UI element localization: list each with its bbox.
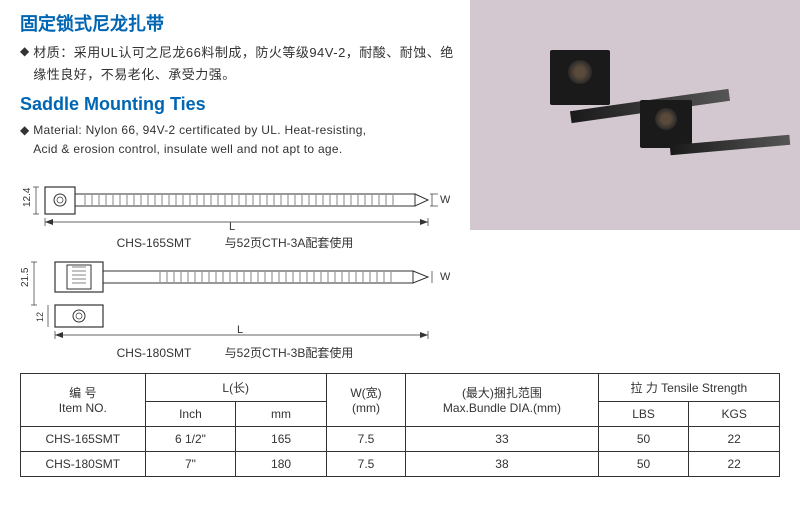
material-label-en: Material:	[33, 123, 85, 137]
th-tensile: 拉 力 Tensile Strength	[598, 373, 779, 401]
th-width: W(宽) (mm)	[326, 373, 405, 426]
dim-height-2b: 12	[35, 312, 45, 322]
model-label-2: CHS-180SMT	[117, 346, 192, 360]
dim-l-2: L	[237, 324, 243, 336]
th-inch: Inch	[145, 401, 236, 426]
bullet-diamond: ◆	[20, 123, 29, 137]
dim-w-2: W	[440, 271, 450, 283]
th-itemno: 编 号 Item NO.	[21, 373, 146, 426]
th-kgs: KGS	[689, 401, 780, 426]
model-note-1: 与52页CTH-3A配套使用	[225, 236, 354, 250]
dim-w-1: W	[440, 194, 450, 206]
th-maxdia: (最大)捆扎范围 Max.Bundle DIA.(mm)	[406, 373, 599, 426]
product-photo	[470, 0, 800, 230]
table-row: CHS-165SMT 6 1/2" 165 7.5 33 50 22	[21, 426, 780, 451]
material-label-cn: 材质：	[33, 45, 74, 60]
dim-height-2a: 21.5	[20, 267, 31, 287]
spec-table: 编 号 Item NO. L(长) W(宽) (mm) (最大)捆扎范围 Max…	[20, 373, 780, 477]
dim-height-1: 12.4	[22, 187, 33, 207]
th-length: L(长)	[145, 373, 326, 401]
th-mm: mm	[236, 401, 327, 426]
bullet-diamond: ◆	[20, 44, 29, 58]
table-row: CHS-180SMT 7" 180 7.5 38 50 22	[21, 451, 780, 476]
dim-l-1: L	[229, 221, 235, 232]
diagram-180smt: 21.5 12	[20, 257, 450, 361]
model-label-1: CHS-165SMT	[117, 236, 192, 250]
th-lbs: LBS	[598, 401, 689, 426]
diagram-165smt: 12.4 W L	[20, 172, 450, 251]
material-desc-cn: 材质：采用UL认可之尼龙66料制成，防火等级94V-2，耐酸、耐蚀、绝 缘性良好…	[33, 42, 454, 86]
material-desc-en: Material: Nylon 66, 94V-2 certificated b…	[33, 121, 366, 159]
model-note-2: 与52页CTH-3B配套使用	[225, 346, 354, 360]
